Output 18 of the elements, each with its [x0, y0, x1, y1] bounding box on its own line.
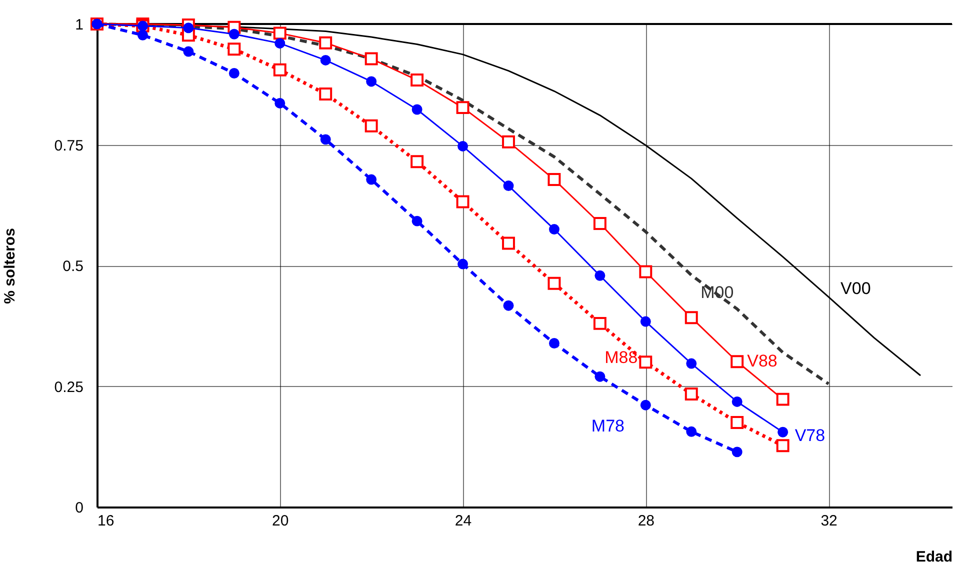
- series-label: V88: [747, 352, 778, 371]
- y-tick-label: 1: [75, 16, 84, 34]
- x-tick-label: 20: [272, 512, 289, 530]
- y-tick-label: 0.25: [54, 378, 84, 396]
- y-tick-label: 0.75: [54, 137, 84, 154]
- x-tick-label: 32: [820, 512, 838, 530]
- series-label: M78: [591, 416, 624, 436]
- series-label: V78: [794, 426, 826, 446]
- x-tick-label: 16: [98, 512, 114, 530]
- y-tick-label: 0.5: [62, 258, 84, 275]
- series-label: M00: [700, 282, 734, 302]
- y-axis-title: % solteros: [2, 228, 18, 304]
- x-tick-label: 24: [454, 512, 472, 530]
- x-axis-title: Edad: [916, 548, 952, 562]
- x-tick-label: 28: [638, 512, 655, 530]
- y-tick-label: 0: [75, 500, 84, 516]
- series-label: V00: [840, 278, 871, 298]
- series-label: M88: [604, 348, 638, 368]
